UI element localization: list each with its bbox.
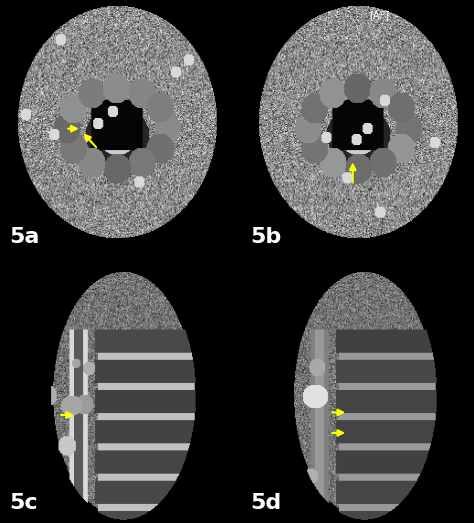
Text: 5a: 5a bbox=[9, 227, 40, 247]
Text: 5b: 5b bbox=[250, 227, 282, 247]
Text: 5d: 5d bbox=[250, 493, 282, 513]
Text: 5c: 5c bbox=[9, 493, 38, 513]
Text: [AF]: [AF] bbox=[369, 10, 389, 20]
